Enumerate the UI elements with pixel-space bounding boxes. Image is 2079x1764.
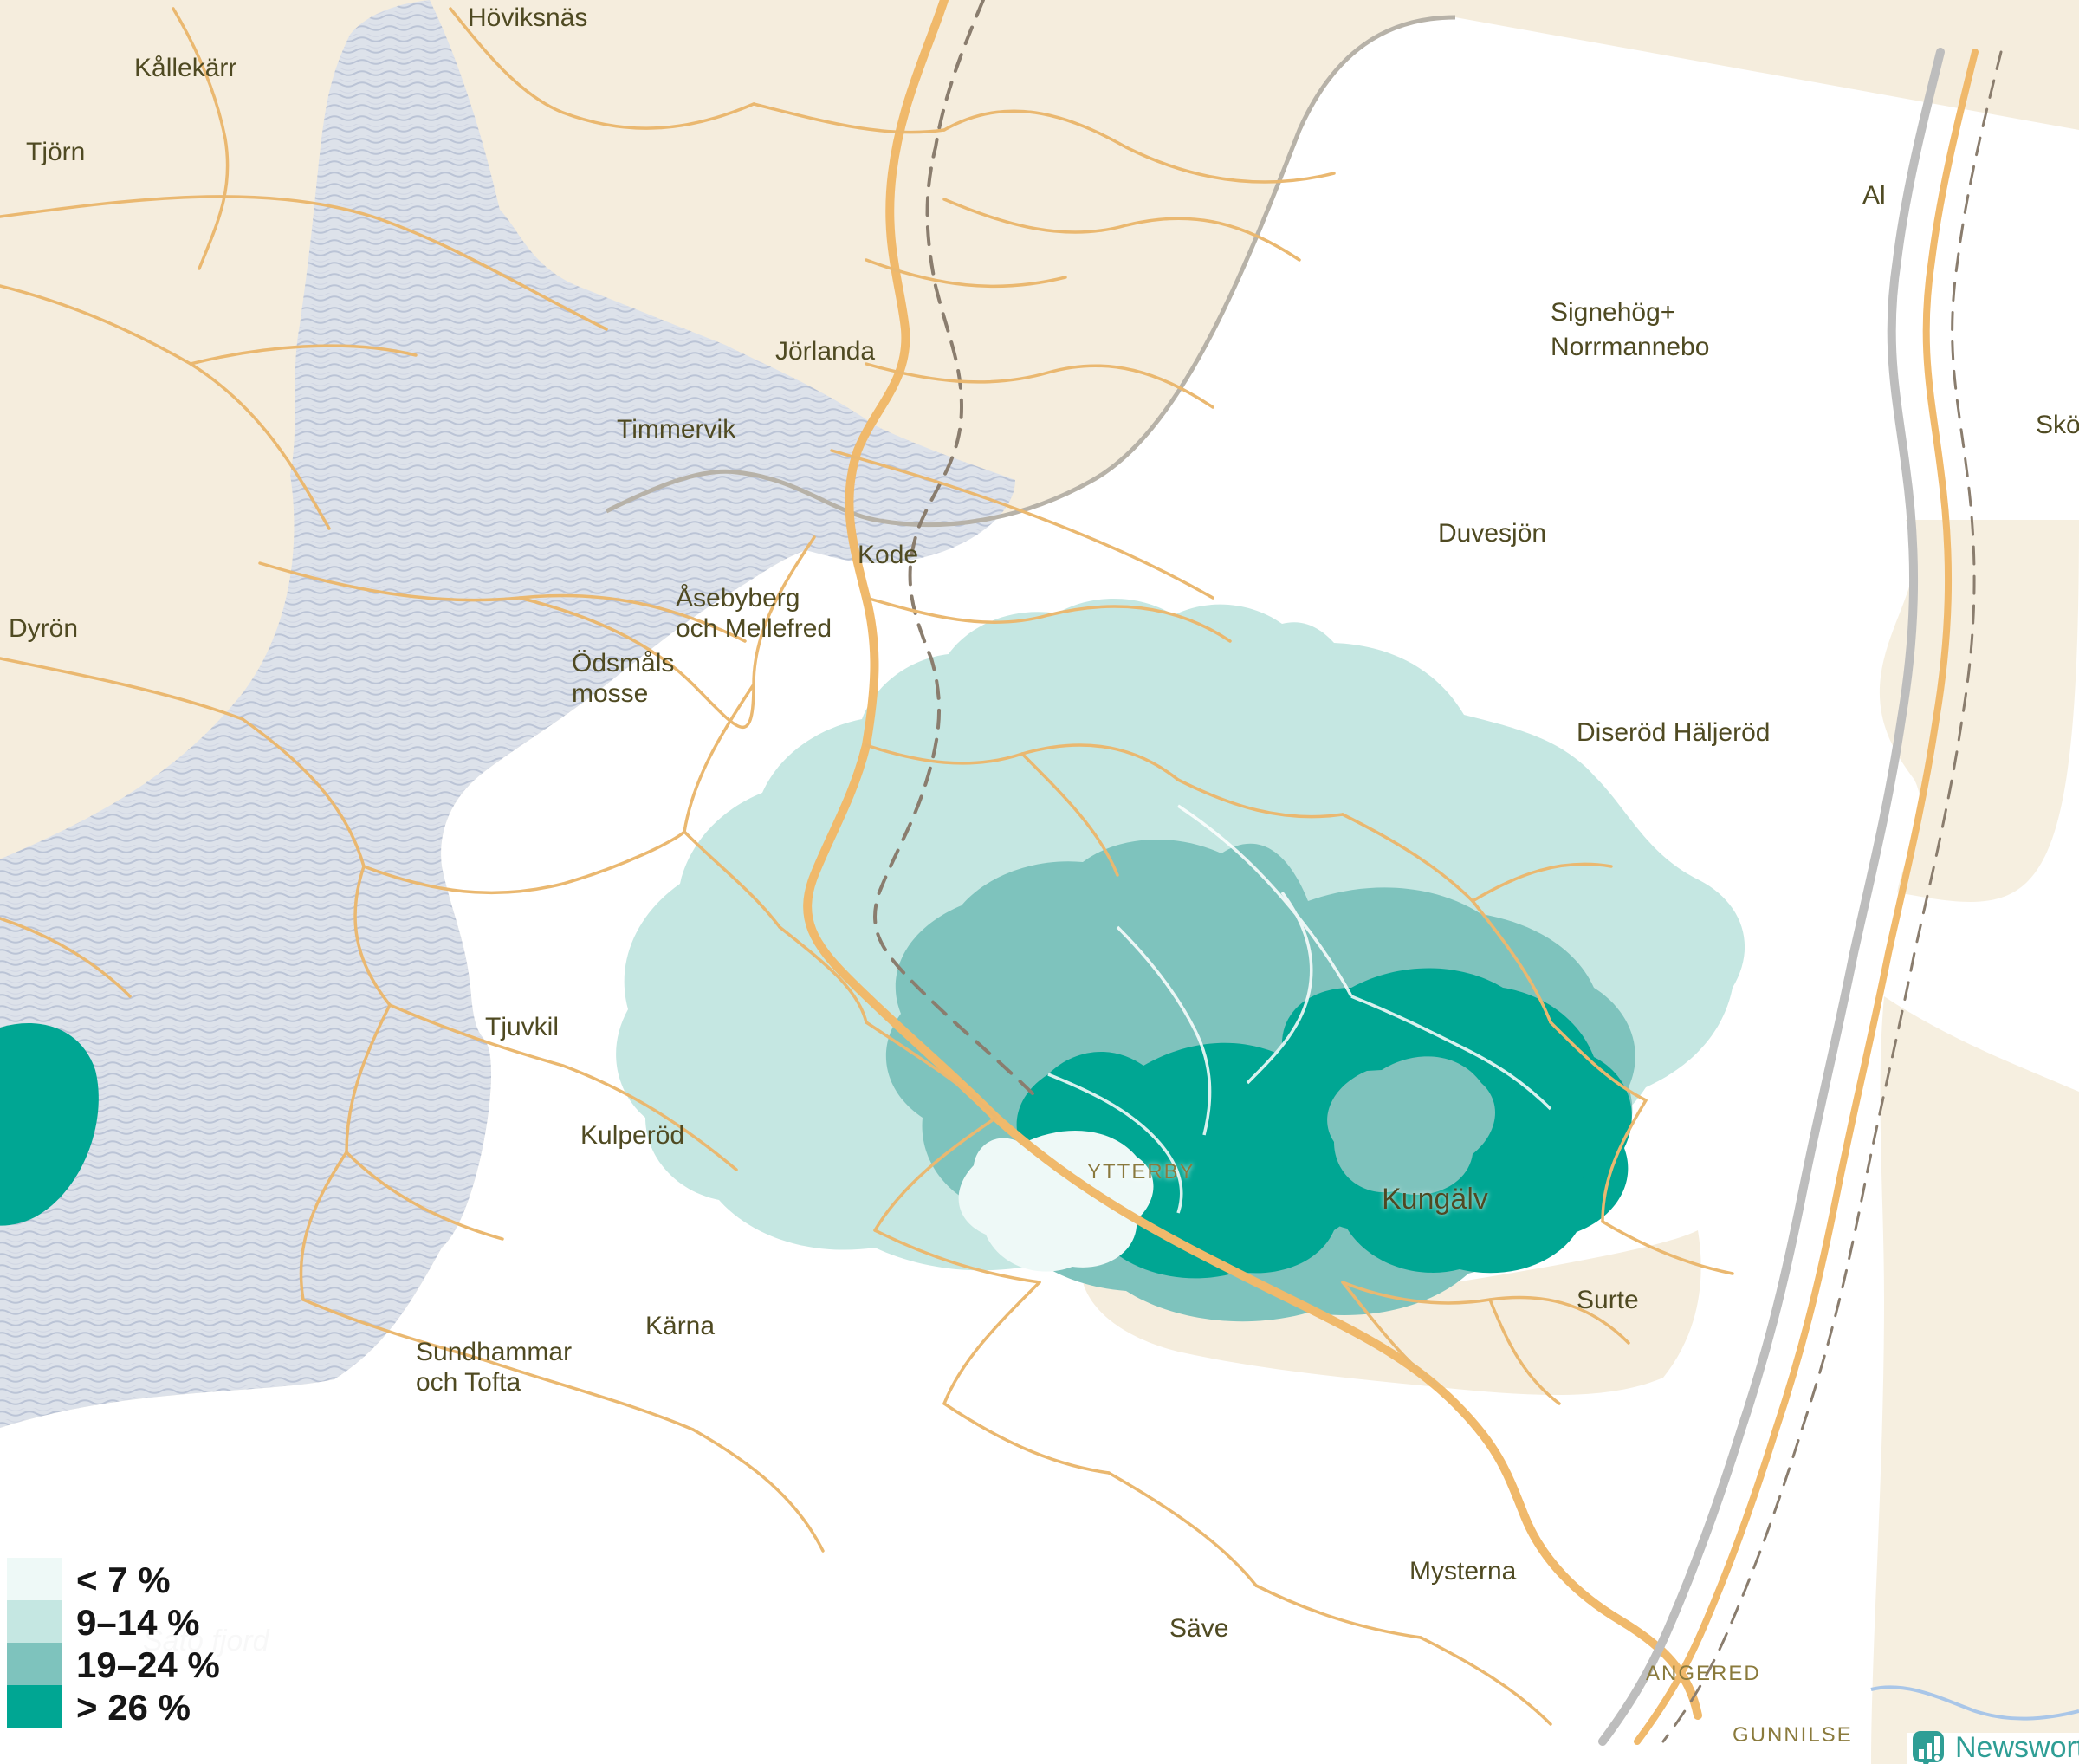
svg-text:Tjuvkil: Tjuvkil (485, 1013, 559, 1041)
svg-text:> 26 %: > 26 % (76, 1687, 191, 1728)
svg-text:Duvesjön: Duvesjön (1438, 519, 1546, 548)
svg-text:Kärna: Kärna (645, 1312, 715, 1340)
svg-text:Sundhammar: Sundhammar (416, 1338, 572, 1366)
svg-text:ANGERED: ANGERED (1646, 1662, 1761, 1685)
svg-text:Tjörn: Tjörn (26, 138, 85, 166)
svg-text:GUNNILSE: GUNNILSE (1732, 1723, 1853, 1747)
svg-text:Mysterna: Mysterna (1409, 1557, 1517, 1586)
svg-text:Signehög+: Signehög+ (1551, 298, 1675, 327)
svg-text:Säve: Säve (1169, 1614, 1228, 1643)
svg-text:Norrmannebo: Norrmannebo (1551, 333, 1709, 361)
svg-text:19–24 %: 19–24 % (76, 1644, 220, 1685)
svg-text:< 7 %: < 7 % (76, 1560, 171, 1600)
svg-text:Åsebyberg: Åsebyberg (676, 584, 800, 613)
svg-text:och Mellefred: och Mellefred (676, 614, 832, 643)
svg-text:Ödsmåls: Ödsmåls (572, 649, 674, 678)
svg-text:YTTERBY: YTTERBY (1087, 1160, 1195, 1184)
svg-text:Kulperöd: Kulperöd (580, 1121, 684, 1150)
svg-text:Timmervik: Timmervik (617, 415, 736, 444)
svg-text:Kode: Kode (858, 541, 918, 569)
svg-text:Dyrön: Dyrön (9, 614, 78, 643)
svg-text:Al: Al (1862, 181, 1886, 210)
svg-text:9–14 %: 9–14 % (76, 1602, 199, 1643)
svg-text:Jörlanda: Jörlanda (775, 337, 875, 366)
svg-text:Kållekärr: Kållekärr (134, 54, 236, 82)
svg-text:Diseröd Häljeröd: Diseröd Häljeröd (1577, 718, 1770, 747)
svg-text:och Tofta: och Tofta (416, 1368, 521, 1397)
svg-text:Kungälv: Kungälv (1382, 1183, 1488, 1216)
svg-text:Skö: Skö (2036, 411, 2079, 439)
svg-text:Höviksnäs: Höviksnäs (468, 3, 587, 32)
svg-text:Newsworthy: Newsworthy (1955, 1731, 2079, 1764)
svg-text:mosse: mosse (572, 679, 648, 708)
svg-text:Surte: Surte (1577, 1286, 1639, 1314)
